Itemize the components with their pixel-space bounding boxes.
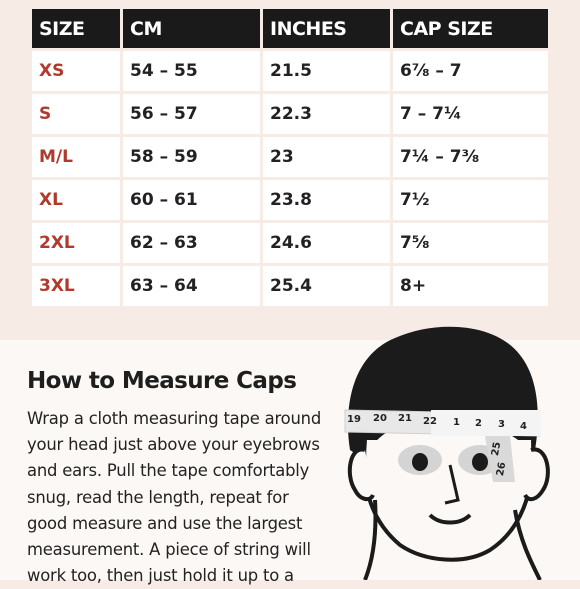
neck-line xyxy=(363,499,378,580)
table-row: 2XL 62 – 63 24.6 7⅝ xyxy=(32,223,548,263)
cm-cell: 58 – 59 xyxy=(123,137,260,177)
table-header-row: SIZE CM INCHES CAP SIZE xyxy=(32,9,548,48)
inches-cell: 24.6 xyxy=(263,223,390,263)
cm-cell: 63 – 64 xyxy=(123,266,260,306)
tape-number: 21 xyxy=(398,413,412,424)
table-row: XL 60 – 61 23.8 7½ xyxy=(32,180,548,220)
mouth xyxy=(428,513,472,525)
measure-heading: How to Measure Caps xyxy=(27,368,297,394)
table-row: XS 54 – 55 21.5 6⅞ – 7 xyxy=(32,51,548,91)
cap-size-cell: 7 – 7¼ xyxy=(393,94,548,134)
size-cell: 2XL xyxy=(32,223,120,263)
size-cell: S xyxy=(32,94,120,134)
table-row: M/L 58 – 59 23 7¼ – 7⅜ xyxy=(32,137,548,177)
tape-number: 3 xyxy=(498,419,505,430)
tape-tail xyxy=(485,436,515,482)
cap-size-cell: 6⅞ – 7 xyxy=(393,51,548,91)
cap-size-cell: 7⅝ xyxy=(393,223,548,263)
tape-number: 2 xyxy=(475,418,482,429)
right-ear xyxy=(523,447,550,502)
cm-cell: 60 – 61 xyxy=(123,180,260,220)
cap-size-cell: 7½ xyxy=(393,180,548,220)
cap-size-cell: 8+ xyxy=(393,266,548,306)
size-cell: 3XL xyxy=(32,266,120,306)
size-chart: SIZE CM INCHES CAP SIZE XS 54 – 55 21.5 … xyxy=(29,6,551,309)
left-ear xyxy=(347,447,375,502)
tape-number: 22 xyxy=(423,416,437,427)
inches-cell: 23 xyxy=(263,137,390,177)
tape-number: 26 xyxy=(495,461,508,477)
header-inches: INCHES xyxy=(263,9,390,48)
tape-number: 25 xyxy=(490,441,503,457)
tape-number: 19 xyxy=(347,414,361,425)
table-row: 3XL 63 – 64 25.4 8+ xyxy=(32,266,548,306)
inches-cell: 22.3 xyxy=(263,94,390,134)
cap-size-cell: 7¼ – 7⅜ xyxy=(393,137,548,177)
size-cell: XS xyxy=(32,51,120,91)
size-cell: XL xyxy=(32,180,120,220)
tape-number: 20 xyxy=(373,413,387,424)
header-cm: CM xyxy=(123,9,260,48)
inches-cell: 21.5 xyxy=(263,51,390,91)
table-row: S 56 – 57 22.3 7 – 7¼ xyxy=(32,94,548,134)
tape-number: 4 xyxy=(520,421,527,432)
inches-cell: 25.4 xyxy=(263,266,390,306)
measure-instructions: Wrap a cloth measuring tape around your … xyxy=(27,409,322,586)
cm-cell: 56 – 57 xyxy=(123,94,260,134)
tape-number: 1 xyxy=(453,417,460,428)
cm-cell: 62 – 63 xyxy=(123,223,260,263)
size-cell: M/L xyxy=(32,137,120,177)
inches-cell: 23.8 xyxy=(263,180,390,220)
cm-cell: 54 – 55 xyxy=(123,51,260,91)
header-size: SIZE xyxy=(32,9,120,48)
nose xyxy=(444,464,460,505)
header-cap-size: CAP SIZE xyxy=(393,9,548,48)
size-table: SIZE CM INCHES CAP SIZE XS 54 – 55 21.5 … xyxy=(29,6,551,309)
head-measuring-illustration: 19 20 21 22 1 2 3 4 25 26 xyxy=(344,326,550,580)
